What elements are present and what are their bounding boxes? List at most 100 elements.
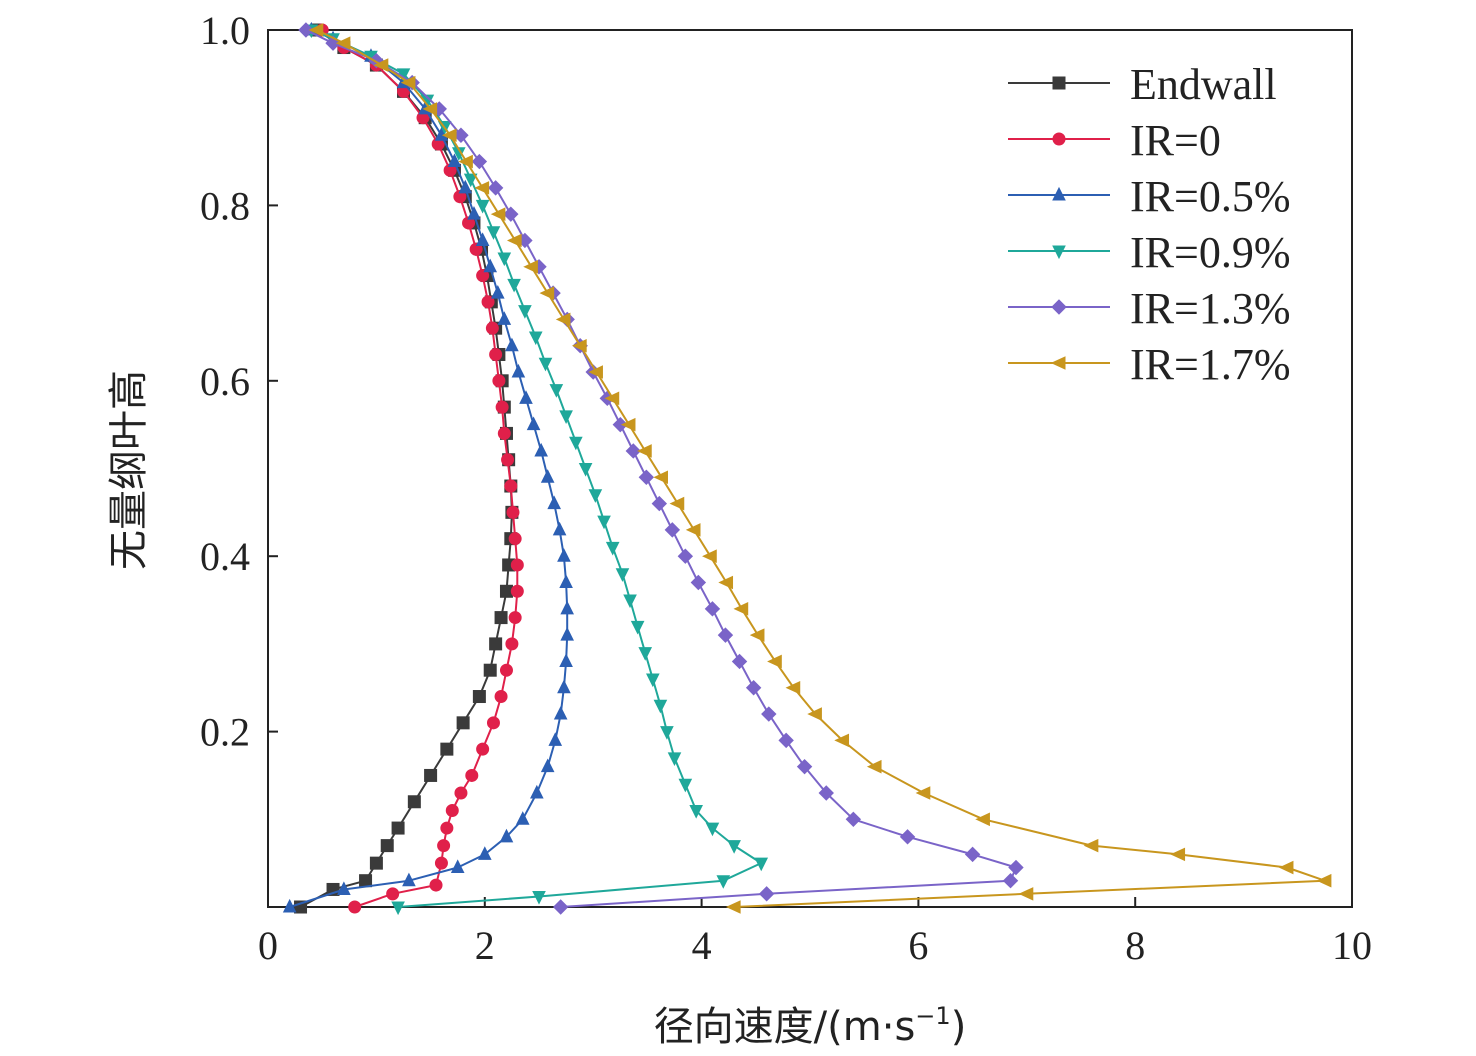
- data-point: [778, 732, 794, 749]
- data-point: [718, 575, 734, 590]
- data-point: [667, 752, 682, 767]
- data-point: [540, 469, 555, 483]
- x-tick-label: 0: [258, 923, 278, 968]
- data-point: [373, 58, 389, 72]
- data-point: [749, 628, 765, 642]
- data-point: [519, 390, 533, 404]
- data-point: [754, 857, 769, 872]
- data-point: [463, 173, 478, 188]
- data-point: [530, 784, 544, 799]
- data-point: [685, 523, 701, 537]
- data-point: [475, 232, 490, 246]
- data-point: [653, 699, 668, 714]
- legend-label: Endwall: [1130, 60, 1277, 109]
- data-point: [552, 899, 569, 915]
- series-line: [305, 29, 1017, 908]
- data-point: [615, 568, 630, 582]
- data-point: [761, 706, 777, 722]
- data-point: [559, 410, 573, 424]
- data-point: [476, 742, 490, 756]
- data-point: [690, 574, 707, 591]
- data-point: [348, 900, 362, 914]
- data-point: [507, 278, 521, 293]
- data-point: [476, 269, 490, 283]
- data-point: [548, 732, 563, 746]
- data-point: [475, 199, 490, 214]
- data-point: [506, 233, 522, 248]
- data-point: [441, 128, 457, 143]
- legend-label: IR=0.9%: [1130, 228, 1290, 277]
- data-point: [605, 541, 620, 556]
- data-point: [523, 260, 538, 274]
- data-point: [472, 690, 486, 704]
- data-point: [1278, 860, 1294, 875]
- series-3: [304, 24, 769, 916]
- legend: Endwall IR=0 IR=0.5% IR=0.9% IR=1.3% IR=1.7%: [1008, 60, 1290, 389]
- y-tick-label: 0.4: [200, 534, 250, 579]
- data-point: [539, 286, 555, 300]
- x-axis-title-superscript: −1: [915, 1002, 950, 1030]
- data-point: [664, 522, 681, 538]
- legend-entry: Endwall: [1008, 60, 1277, 109]
- data-point: [705, 822, 720, 837]
- data-point: [429, 878, 443, 892]
- series-1: [315, 23, 524, 914]
- data-point: [540, 758, 555, 773]
- data-point: [469, 242, 483, 256]
- data-point: [337, 881, 351, 895]
- legend-entry: IR=1.3%: [1008, 284, 1290, 333]
- x-axis-title-close: ): [951, 1004, 967, 1050]
- legend-entry: IR=0.5%: [1008, 172, 1290, 221]
- data-point: [638, 647, 653, 661]
- data-point: [481, 295, 495, 309]
- data-point: [504, 479, 518, 493]
- data-point: [422, 102, 438, 116]
- data-point: [702, 549, 717, 563]
- data-point: [630, 620, 645, 635]
- data-point: [386, 887, 400, 901]
- series-5: [308, 23, 1332, 914]
- data-point: [335, 36, 351, 50]
- data-point: [492, 374, 506, 388]
- data-point: [511, 363, 526, 378]
- data-point: [494, 611, 508, 625]
- data-point: [1002, 872, 1019, 889]
- data-point: [588, 489, 603, 503]
- data-point: [547, 495, 561, 510]
- series-line: [311, 29, 763, 908]
- data-point: [490, 284, 505, 299]
- data-point: [625, 443, 642, 459]
- data-point: [677, 548, 694, 564]
- data-point: [689, 805, 703, 819]
- data-point: [818, 785, 834, 801]
- data-point: [717, 627, 734, 643]
- data-point: [380, 839, 394, 853]
- data-point: [534, 442, 548, 457]
- data-point: [549, 384, 564, 398]
- data-point: [447, 153, 462, 168]
- data-point: [454, 786, 468, 800]
- data-point: [400, 75, 416, 90]
- data-point: [604, 391, 620, 406]
- data-point: [569, 436, 583, 451]
- x-tick-label: 8: [1125, 923, 1145, 968]
- data-point: [497, 252, 512, 267]
- data-point: [440, 742, 454, 756]
- data-point: [477, 846, 492, 860]
- series-0: [294, 23, 519, 914]
- legend-entry: IR=1.7%: [1008, 340, 1290, 389]
- data-point: [434, 856, 448, 870]
- data-point: [456, 716, 470, 730]
- data-point: [1316, 873, 1332, 888]
- data-point: [588, 365, 603, 379]
- data-point: [557, 548, 571, 562]
- data-point: [359, 874, 373, 888]
- data-point: [834, 733, 850, 748]
- legend-label: IR=0: [1130, 116, 1221, 165]
- series-4: [298, 22, 1024, 915]
- x-tick-label: 2: [475, 923, 495, 968]
- legend-marker: [1050, 356, 1066, 370]
- data-point: [731, 653, 748, 670]
- data-point: [501, 453, 515, 467]
- data-point: [560, 627, 574, 641]
